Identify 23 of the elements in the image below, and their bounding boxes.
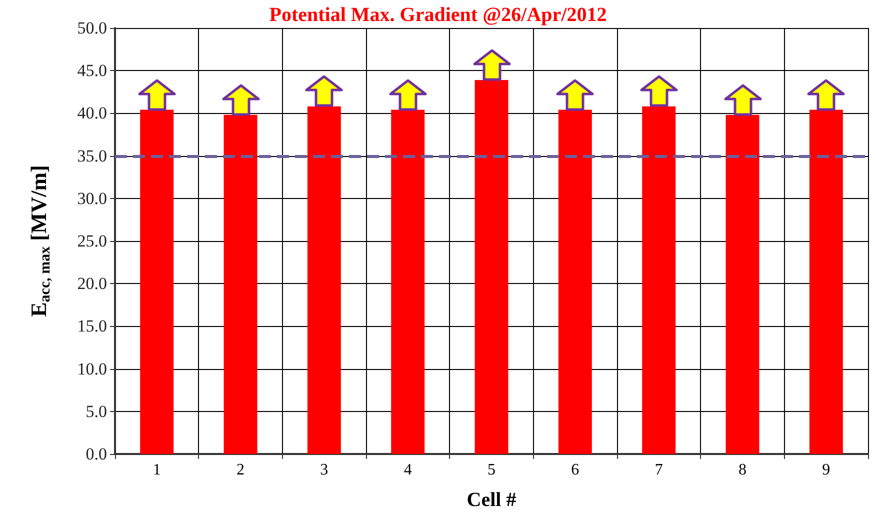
y-tick-label: 10.0 xyxy=(77,359,107,378)
y-tick-label: 0.0 xyxy=(86,444,107,464)
x-tick-label: 1 xyxy=(152,462,161,478)
y-tick-label: 25.0 xyxy=(77,232,107,250)
y-tick-label: 5.0 xyxy=(86,402,107,421)
x-tick-label: 6 xyxy=(571,462,580,478)
y-tick-label: 20.0 xyxy=(77,274,107,294)
y-tick-label: 50.0 xyxy=(77,18,107,38)
y-tick-label: 15.0 xyxy=(77,316,107,336)
x-tick-label: 3 xyxy=(320,462,328,478)
x-tick-label: 9 xyxy=(822,462,830,478)
x-tick-label: 5 xyxy=(488,462,496,478)
x-tick-label: 8 xyxy=(738,462,746,478)
y-axis-title: Eacc, max [MV/m] xyxy=(26,165,54,317)
y-tick-label: 35.0 xyxy=(77,146,107,166)
y-tick-label: 40.0 xyxy=(77,104,107,123)
chart-title: Potential Max. Gradient @26/Apr/2012 xyxy=(269,4,607,26)
y-tick-label: 45.0 xyxy=(77,61,107,80)
x-tick-label: 7 xyxy=(654,462,663,478)
x-axis-title: Cell # xyxy=(466,489,516,511)
x-tick-label: 4 xyxy=(404,462,412,478)
x-tick-label: 2 xyxy=(236,462,244,478)
y-tick-label: 30.0 xyxy=(77,188,107,208)
